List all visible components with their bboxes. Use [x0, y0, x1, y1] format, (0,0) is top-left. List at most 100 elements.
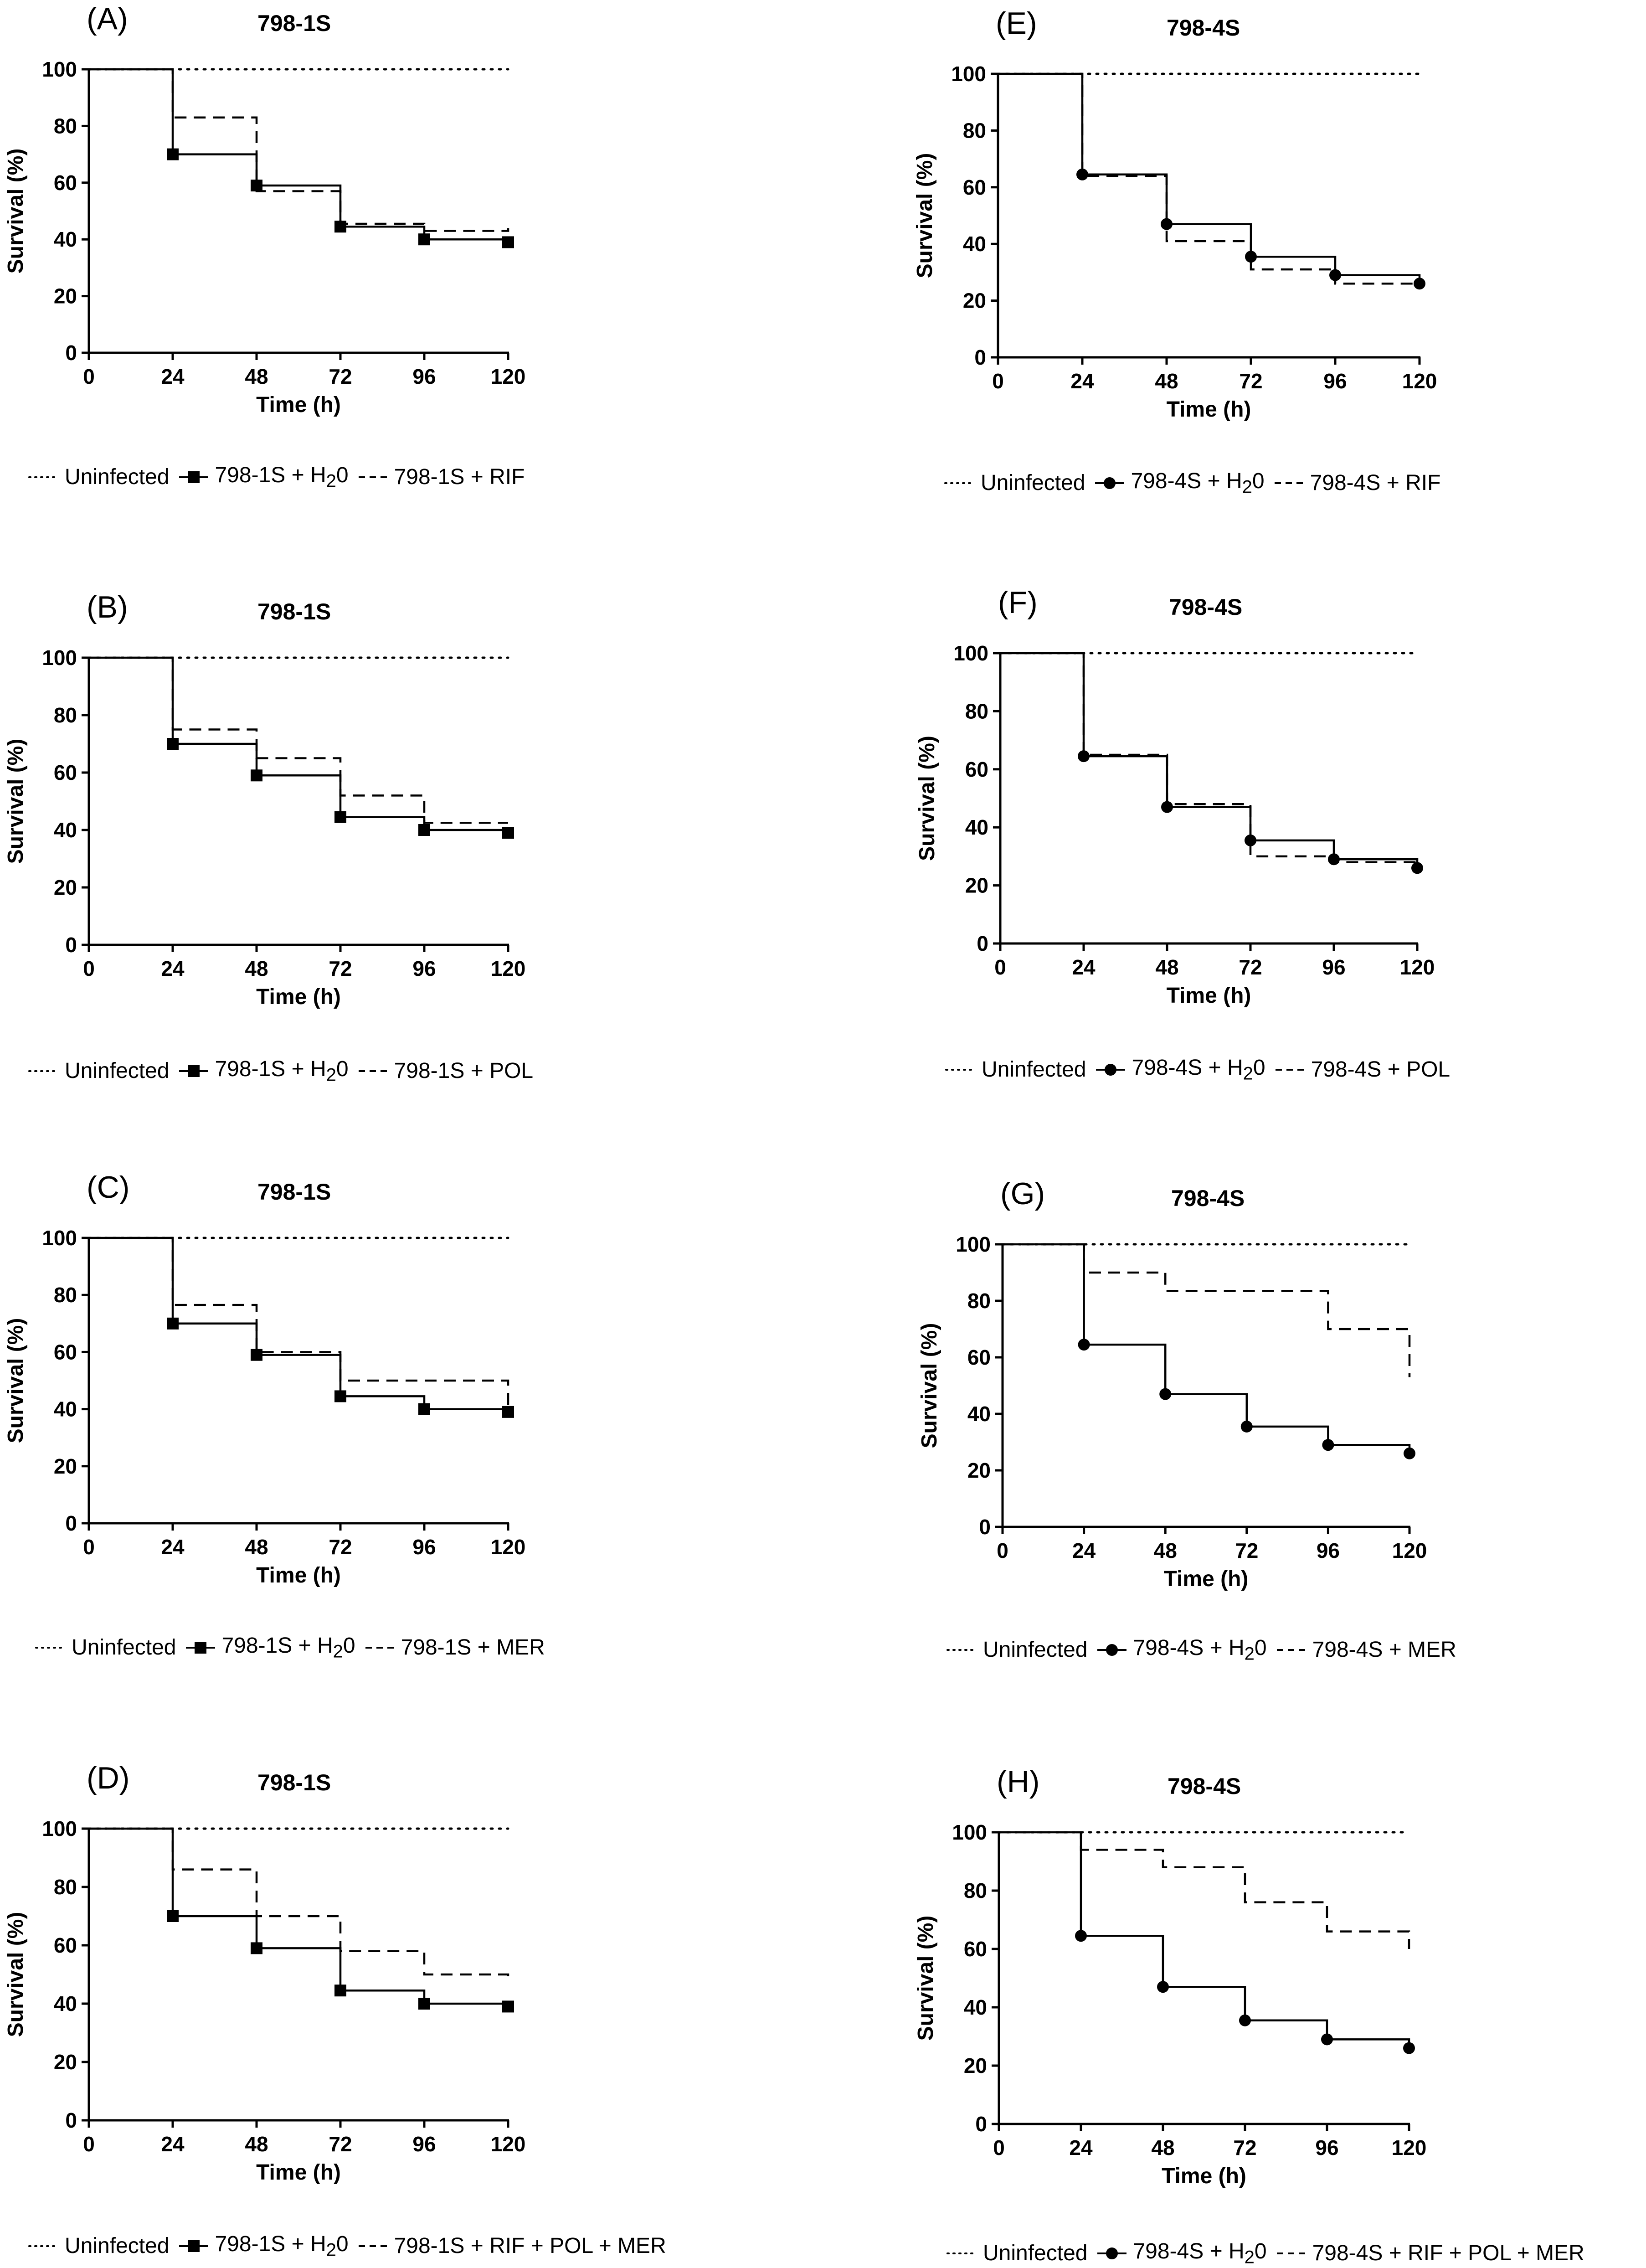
data-point-marker — [1076, 168, 1088, 180]
x-tick-label: 48 — [245, 2132, 268, 2156]
x-tick-label: 0 — [997, 1539, 1008, 1562]
x-tick-label: 96 — [1323, 369, 1347, 393]
x-axis-label: Time (h) — [1167, 397, 1251, 422]
legend-item: Uninfected — [943, 470, 1085, 495]
data-point-marker — [1078, 1339, 1090, 1351]
data-point-marker — [418, 1998, 430, 2010]
legend-label: Uninfected — [981, 471, 1085, 495]
legend-item: 798-1S + H20 — [184, 1633, 355, 1662]
y-tick-label: 20 — [54, 1454, 77, 1478]
y-tick-label: 20 — [54, 2050, 77, 2074]
y-tick-label: 20 — [967, 1459, 991, 1482]
legend-swatch-dotted — [945, 1068, 976, 1071]
y-tick-label: 0 — [974, 345, 986, 369]
chart-panel-e: 0 24 48 72 96 120 0 20 40 60 80 100 Time (h) Survival… — [913, 62, 1437, 422]
legend-swatch-dashed — [365, 1646, 395, 1649]
legend-label: Uninfected — [72, 1635, 176, 1660]
legend: Uninfected 798-1S + H20 798-1S + RIF + POL… — [27, 2232, 674, 2261]
legend-item: Uninfected — [944, 1057, 1086, 1082]
series-line-solid — [89, 68, 509, 242]
y-tick-label: 40 — [967, 1402, 991, 1426]
data-point-marker — [418, 1403, 430, 1415]
chart-title: 798-4S — [1169, 594, 1243, 620]
legend-label: 798-4S + H20 — [1131, 469, 1264, 498]
series-line-solid — [89, 656, 509, 833]
chart-panel-h: 0 24 48 72 96 120 0 20 40 60 80 100 Time (h) Survival… — [914, 1820, 1426, 2188]
legend: Uninfected 798-1S + H20 798-1S + RIF — [27, 463, 533, 492]
series-line-dashed — [999, 1831, 1410, 1949]
y-axis-label: Survival (%) — [4, 1912, 28, 2037]
legend-swatch-dotted — [946, 2252, 977, 2254]
chart-panel-c: 0 24 48 72 96 120 0 20 40 60 80 100 Time (h) Survival… — [4, 1226, 525, 1588]
y-tick-label: 80 — [964, 1879, 987, 1902]
x-tick-label: 24 — [161, 365, 185, 388]
y-tick-label: 20 — [965, 874, 988, 897]
x-tick-label: 72 — [329, 1535, 352, 1559]
legend-swatch-solid — [179, 2240, 209, 2252]
y-tick-label: 60 — [965, 758, 988, 781]
y-tick-label: 60 — [54, 761, 77, 784]
legend: Uninfected 798-4S + H20 798-4S + RIF — [943, 469, 1449, 498]
data-point-marker — [251, 1942, 262, 1954]
x-tick-label: 0 — [83, 1535, 95, 1559]
legend-swatch-dashed — [1274, 482, 1304, 484]
data-point-marker — [334, 1390, 346, 1402]
legend-swatch-dotted — [944, 482, 975, 484]
data-point-marker — [1321, 2033, 1333, 2046]
x-axis-label: Time (h) — [1164, 1567, 1249, 1591]
x-tick-label: 72 — [1239, 955, 1262, 979]
legend-label-prefix: 798-1S + H — [215, 463, 326, 487]
legend-marker — [1106, 2247, 1118, 2259]
legend-item: 798-1S + H20 — [177, 463, 349, 492]
series-line-dashed — [89, 1827, 509, 1980]
data-point-marker — [167, 148, 179, 160]
legend-label: 798-4S + H20 — [1133, 1635, 1266, 1665]
y-tick-label: 80 — [54, 1875, 77, 1899]
series-line-solid — [1003, 1243, 1411, 1454]
x-tick-label: 24 — [1072, 1539, 1096, 1562]
legend-item: 798-1S + MER — [364, 1635, 545, 1660]
legend-label-prefix: 798-1S + H — [221, 1634, 333, 1658]
x-axis-label: Time (h) — [1167, 984, 1251, 1008]
y-tick-label: 80 — [54, 703, 77, 727]
legend-swatch-dotted — [946, 1649, 977, 1651]
y-tick-label: 60 — [963, 175, 986, 199]
x-tick-label: 24 — [1069, 2136, 1093, 2160]
legend-label: Uninfected — [65, 2234, 170, 2258]
legend-label: 798-4S + POL — [1311, 1057, 1451, 1082]
series-line-solid — [89, 1827, 509, 2007]
data-point-marker — [1403, 2042, 1415, 2054]
legend-label-suffix: 0 — [336, 1057, 349, 1081]
x-tick-label: 0 — [83, 957, 95, 980]
legend-swatch-dotted — [28, 1070, 59, 1072]
legend-marker — [188, 1065, 200, 1077]
data-point-marker — [167, 1317, 179, 1330]
x-tick-label: 24 — [161, 2132, 185, 2156]
legend-swatch-dashed — [358, 476, 388, 478]
legend-marker — [188, 2240, 200, 2252]
legend-label-prefix: 798-4S + H — [1133, 2239, 1245, 2263]
legend-label-subscript: 2 — [333, 1641, 343, 1662]
x-axis-label: Time (h) — [256, 985, 341, 1009]
chart-panel-a: 0 24 48 72 96 120 0 20 40 60 80 100 Time (h) Survival… — [4, 57, 525, 417]
data-point-marker — [418, 233, 430, 246]
y-tick-label: 40 — [54, 818, 77, 842]
legend-label: 798-1S + H20 — [221, 1633, 355, 1662]
data-point-marker — [502, 236, 514, 248]
x-tick-label: 48 — [1151, 2136, 1174, 2160]
legend-item: Uninfected — [27, 1058, 169, 1083]
legend: Uninfected 798-1S + H20 798-1S + POL — [27, 1057, 541, 1086]
series-line-dashed — [998, 72, 1420, 285]
legend-label: Uninfected — [983, 2241, 1088, 2266]
legend-marker — [195, 1641, 207, 1654]
data-point-marker — [334, 1984, 346, 1997]
y-tick-label: 20 — [964, 2054, 987, 2077]
y-tick-label: 80 — [54, 1283, 77, 1307]
legend-label-prefix: 798-4S + H — [1132, 1056, 1243, 1080]
legend-label: 798-4S + RIF — [1310, 471, 1441, 495]
y-tick-label: 100 — [953, 641, 988, 665]
legend-label-subscript: 2 — [326, 2240, 336, 2260]
legend-label-suffix: 0 — [336, 2232, 349, 2256]
series-line-dashed — [89, 656, 508, 824]
